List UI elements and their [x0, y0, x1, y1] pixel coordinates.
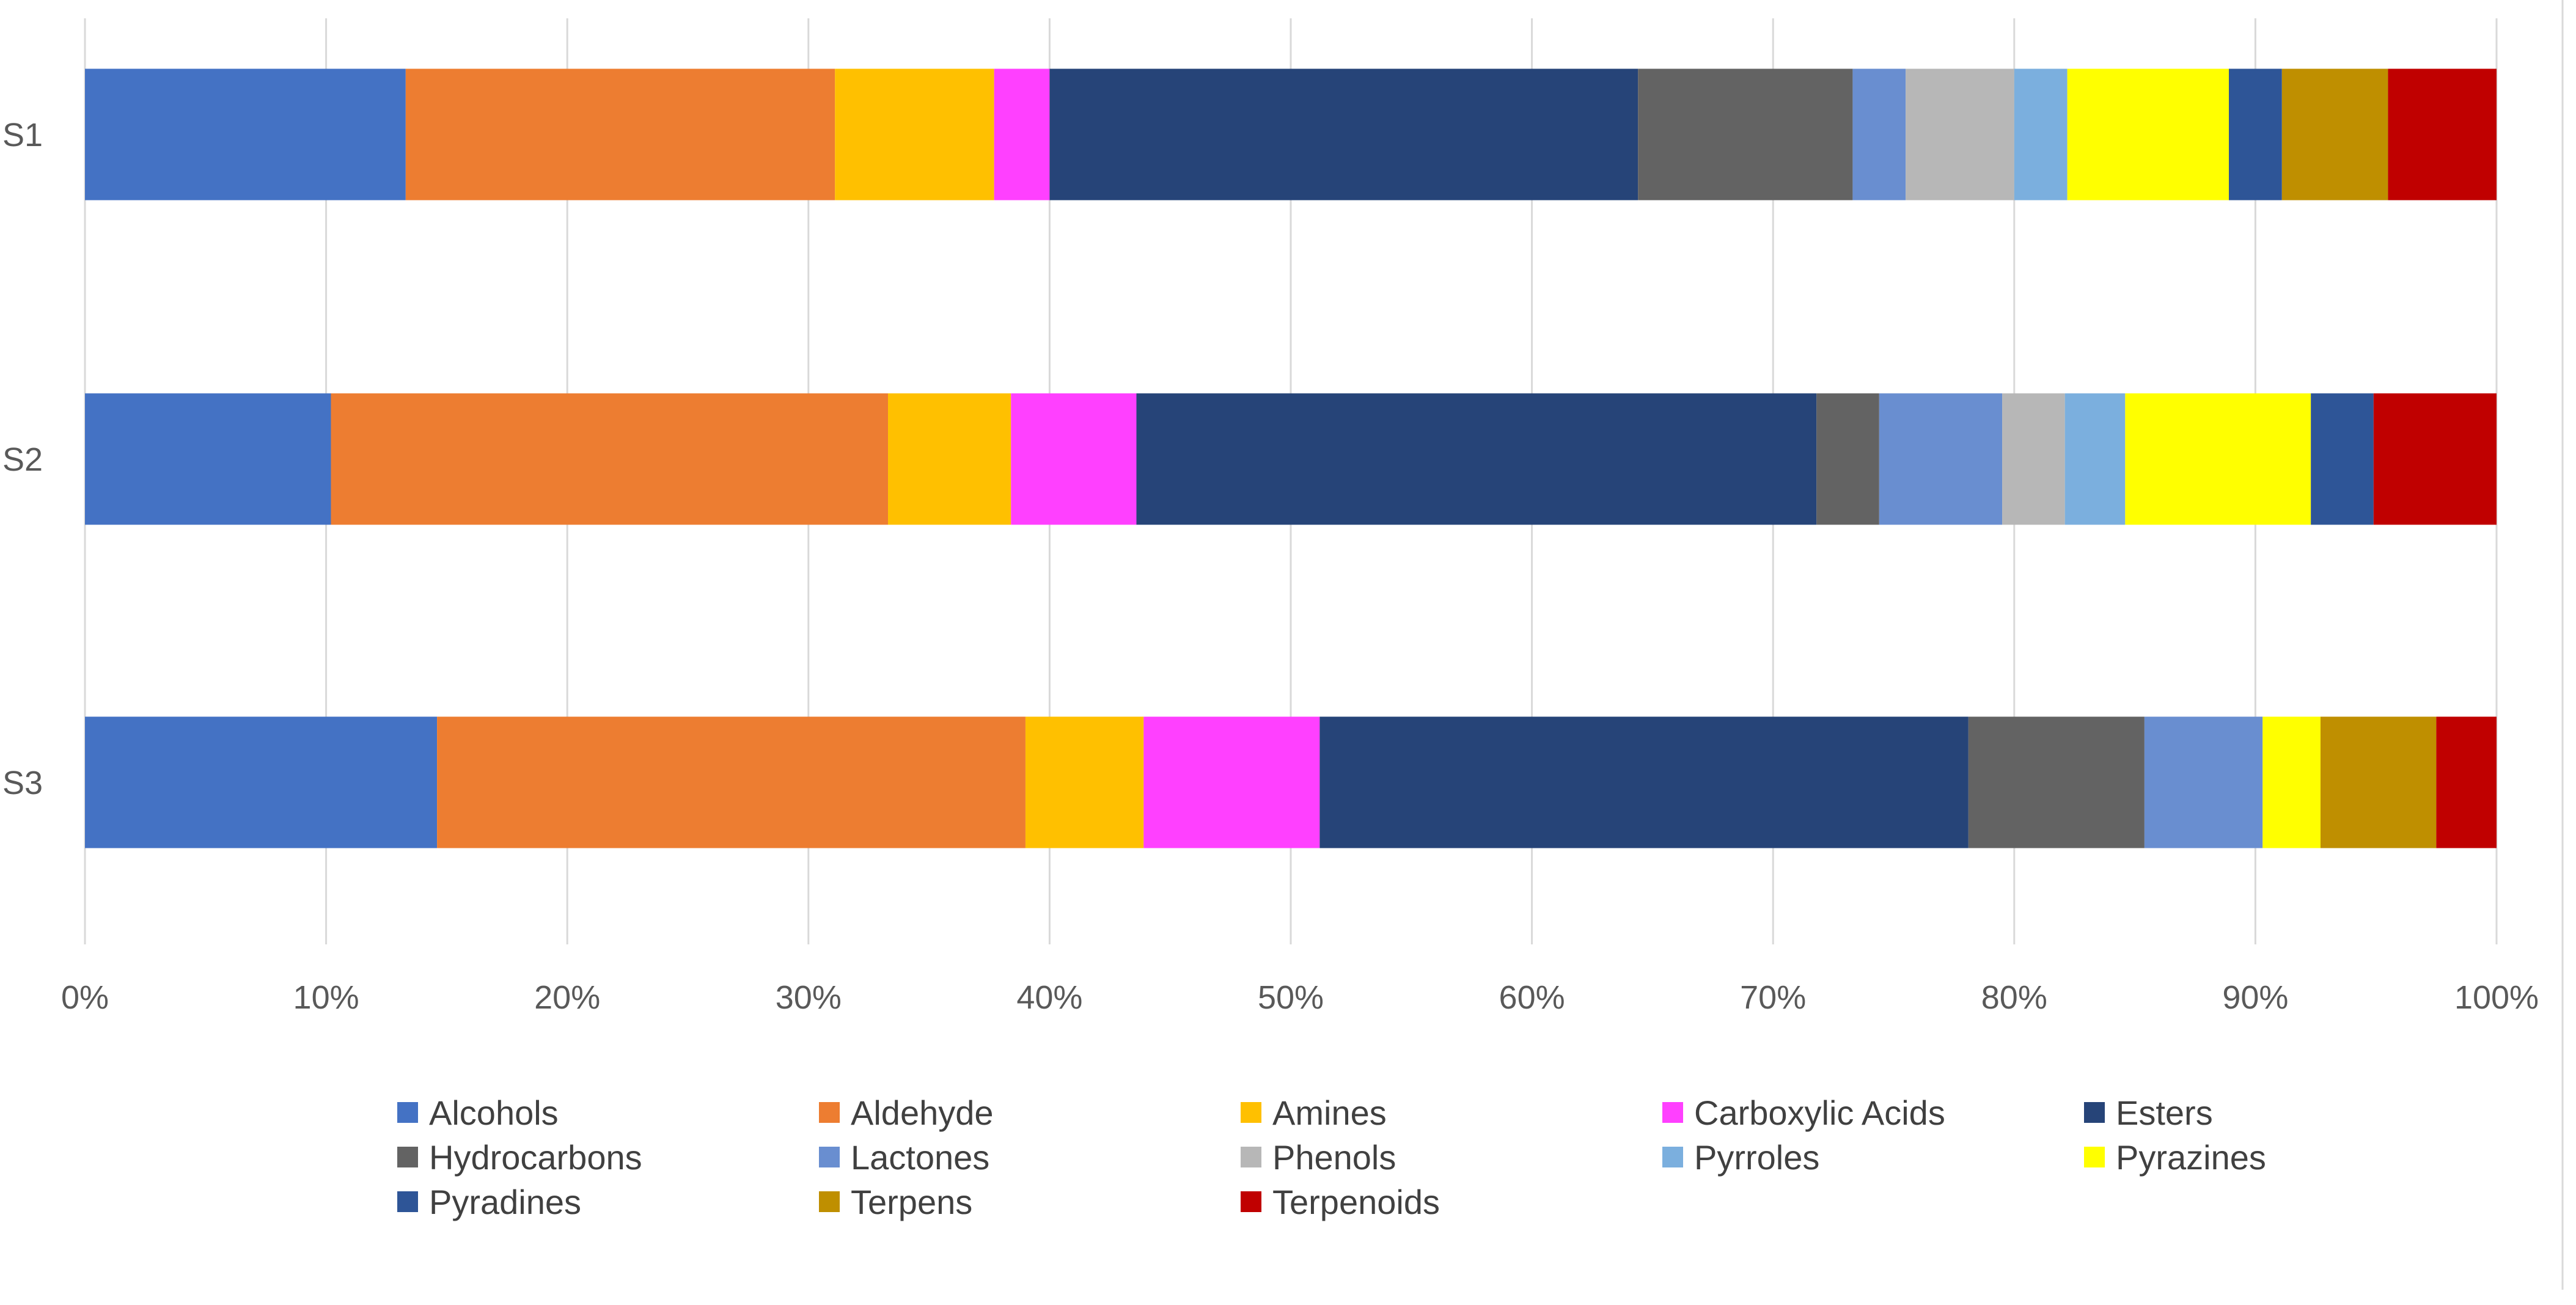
x-tick-label: 80%	[1981, 979, 2047, 1016]
legend-label: Lactones	[851, 1138, 989, 1177]
bar-segment-s3-hydrocarbons	[1968, 716, 2145, 848]
bar-segment-s2-pyradines	[2311, 393, 2374, 525]
x-tick-label: 20%	[534, 979, 600, 1016]
legend-label: Terpenoids	[1272, 1183, 1440, 1221]
legend: Alcohols Aldehyde Amines Carboxylic Acids Es…	[397, 1094, 2266, 1221]
bar-segment-s1-lactones	[1852, 68, 1906, 200]
bar-segment-s1-aldehyde	[405, 68, 835, 200]
bar-segment-s1-pyrazines	[2067, 68, 2229, 200]
bar-segment-s2-esters	[1136, 393, 1817, 525]
bar-segment-s2-alcohols	[85, 393, 331, 525]
bar-segment-s1-esters	[1049, 68, 1638, 200]
bar-segment-s3-terpens	[2320, 716, 2437, 848]
legend-label: Esters	[2116, 1094, 2213, 1132]
bar-segment-s1-pyrroles	[2014, 68, 2068, 200]
x-tick-label: 30%	[776, 979, 842, 1016]
legend-label: Aldehyde	[851, 1094, 994, 1132]
bar-segment-s3-terpenoids	[2436, 716, 2497, 848]
bar-segment-s1-terpens	[2281, 68, 2388, 200]
bar-segment-s1-hydrocarbons	[1638, 68, 1853, 200]
legend-label: Amines	[1272, 1094, 1387, 1132]
legend-label: Alcohols	[429, 1094, 559, 1132]
legend-label: Carboxylic Acids	[1694, 1094, 1945, 1132]
x-tick-label: 70%	[1740, 979, 1806, 1016]
bar-segments	[85, 68, 2497, 848]
legend-swatch	[397, 1102, 418, 1123]
legend-label: Pyrroles	[1694, 1138, 1819, 1177]
legend-swatch	[1662, 1147, 1683, 1167]
x-tick-label: 50%	[1258, 979, 1324, 1016]
bar-segment-s2-phenols	[2002, 393, 2065, 525]
bar-segment-s3-amines	[1025, 716, 1144, 848]
bar-segment-s3-pyrazines	[2262, 716, 2321, 848]
bar-segment-s3-esters	[1319, 716, 1969, 848]
legend-swatch	[2084, 1147, 2105, 1167]
legend-swatch	[1662, 1102, 1683, 1123]
bar-segment-s2-carboxylic-acids	[1011, 393, 1137, 525]
legend-label: Hydrocarbons	[429, 1138, 642, 1177]
x-tick-label: 10%	[293, 979, 359, 1016]
bar-segment-s3-aldehyde	[437, 716, 1026, 848]
bar-segment-s1-alcohols	[85, 68, 406, 200]
bar-segment-s3-carboxylic-acids	[1143, 716, 1320, 848]
bar-segment-s2-amines	[888, 393, 1011, 525]
y-category-label: S1	[2, 117, 43, 153]
bar-segment-s2-hydrocarbons	[1816, 393, 1879, 525]
bar-segment-s2-pyrroles	[2064, 393, 2126, 525]
bar-segment-s1-phenols	[1906, 68, 2014, 200]
bar-segment-s2-aldehyde	[331, 393, 889, 525]
bar-segment-s1-amines	[835, 68, 994, 200]
legend-swatch	[1241, 1147, 1261, 1167]
x-tick-label: 100%	[2454, 979, 2539, 1016]
legend-swatch	[2084, 1102, 2105, 1123]
legend-swatch	[1241, 1102, 1261, 1123]
x-tick-label: 0%	[61, 979, 109, 1016]
bar-segment-s3-alcohols	[85, 716, 438, 848]
y-category-label: S2	[2, 441, 43, 478]
legend-swatch	[819, 1191, 840, 1212]
x-tick-label: 40%	[1016, 979, 1082, 1016]
legend-swatch	[397, 1147, 418, 1167]
x-tick-label: 60%	[1499, 979, 1565, 1016]
x-tick-label: 90%	[2222, 979, 2288, 1016]
legend-swatch	[819, 1147, 840, 1167]
legend-swatch	[1241, 1191, 1261, 1212]
bar-segment-s2-terpenoids	[2373, 393, 2497, 525]
bar-segment-s2-pyrazines	[2125, 393, 2311, 525]
legend-label: Pyrazines	[2116, 1138, 2266, 1177]
bar-segment-s1-terpenoids	[2388, 68, 2497, 200]
bar-segment-s2-lactones	[1879, 393, 2003, 525]
legend-swatch	[397, 1191, 418, 1212]
legend-label: Pyradines	[429, 1183, 581, 1221]
bar-segment-s1-carboxylic-acids	[994, 68, 1050, 200]
legend-label: Phenols	[1272, 1138, 1396, 1177]
bar-segment-s3-lactones	[2144, 716, 2263, 848]
bar-segment-s1-pyradines	[2228, 68, 2282, 200]
legend-label: Terpens	[851, 1183, 972, 1221]
y-category-label: S3	[2, 765, 43, 801]
legend-swatch	[819, 1102, 840, 1123]
